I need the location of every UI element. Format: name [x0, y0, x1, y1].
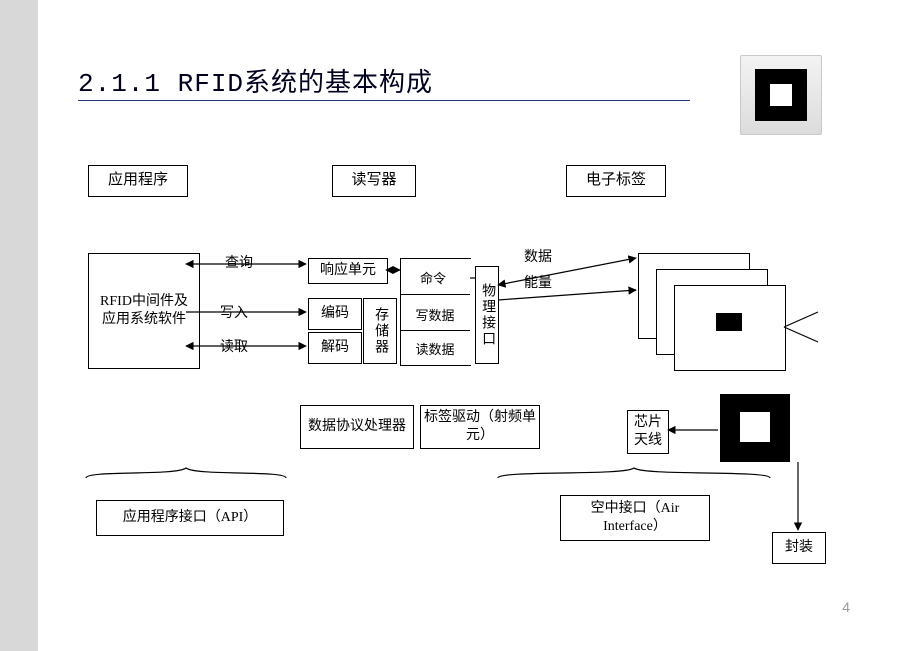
block-decode: 解码 [308, 332, 362, 364]
block-resp-unit: 响应单元 [308, 258, 388, 284]
page-title: 2.1.1 RFID系统的基本构成 [78, 62, 433, 99]
antenna-icon [720, 394, 790, 462]
block-store: 存储器 [363, 298, 397, 364]
block-middleware: RFID中间件及应用系统软件 [88, 253, 200, 369]
title-underline [78, 100, 690, 101]
block-air: 空中接口（Air Interface） [560, 495, 710, 541]
header-tag: 电子标签 [566, 165, 666, 197]
block-package: 封装 [772, 532, 826, 564]
label-write: 写入 [220, 302, 248, 322]
block-api: 应用程序接口（API） [96, 500, 284, 536]
header-app: 应用程序 [88, 165, 188, 197]
label-energy: 能量 [524, 272, 552, 292]
block-encode: 编码 [308, 298, 362, 330]
block-tag-drv: 标签驱动（射频单元） [420, 405, 540, 449]
block-data-proc: 数据协议处理器 [300, 405, 414, 449]
reader-divider-2 [400, 330, 470, 331]
label-data: 数据 [524, 246, 552, 266]
block-chip-antenna: 芯片天线 [627, 410, 669, 454]
tag-chip-icon [716, 313, 742, 331]
rfid-icon [740, 55, 822, 135]
reader-right-frame [400, 258, 471, 366]
label-read: 读取 [220, 336, 248, 356]
label-query: 查询 [225, 252, 253, 272]
block-phy-if: 物理接口 [475, 266, 499, 364]
header-reader: 读写器 [332, 165, 416, 197]
page-number: 4 [842, 599, 850, 615]
slide: 2.1.1 RFID系统的基本构成 应用程序 读写器 电子标签 RFID中间件及… [0, 0, 920, 651]
reader-divider-1 [400, 294, 470, 295]
